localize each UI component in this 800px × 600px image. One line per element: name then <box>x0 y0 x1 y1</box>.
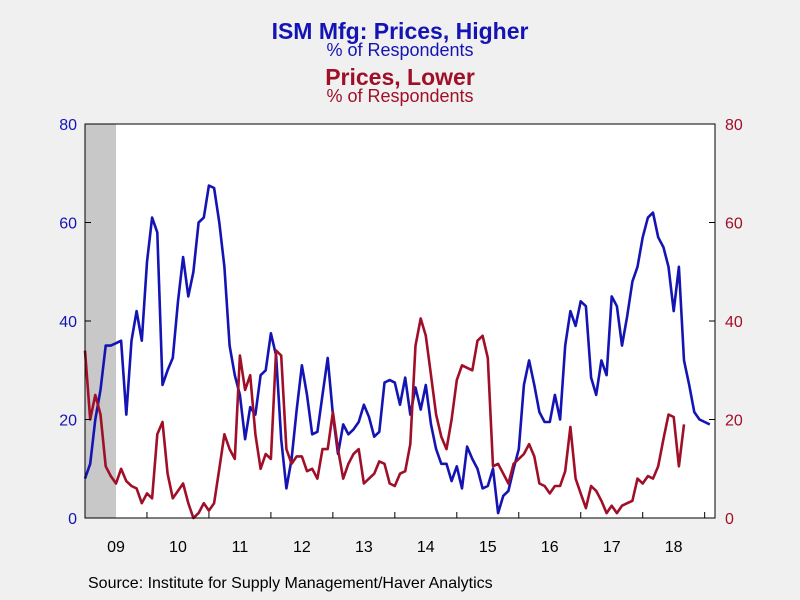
right-axis-tick-label: 40 <box>725 314 743 331</box>
left-axis-tick-label: 80 <box>59 117 77 134</box>
right-axis-tick-label: 80 <box>725 117 743 134</box>
right-axis-tick-label: 60 <box>725 216 743 233</box>
x-axis-year-label: 12 <box>293 539 311 556</box>
left-axis-tick-label: 60 <box>59 216 77 233</box>
source-note: Source: Institute for Supply Management/… <box>88 575 493 592</box>
right-axis-tick-label: 20 <box>725 413 743 430</box>
left-axis-subtitle: % of Respondents <box>326 40 474 60</box>
left-axis-title: ISM Mfg: Prices, Higher <box>271 18 529 44</box>
x-axis-year-label: 13 <box>355 539 373 556</box>
right-axis-subtitle: % of Respondents <box>326 86 474 106</box>
x-axis-year-label: 11 <box>232 539 249 556</box>
series-line-prices-higher <box>83 184 711 515</box>
x-axis-year-label: 10 <box>169 539 187 556</box>
x-axis-year-label: 17 <box>603 539 621 556</box>
x-axis-year-label: 09 <box>107 539 125 556</box>
x-axis-year-label: 14 <box>417 539 435 556</box>
right-axis-tick-label: 0 <box>725 511 734 528</box>
left-axis-tick-label: 40 <box>59 314 77 331</box>
left-axis-tick-label: 20 <box>59 413 77 430</box>
series-line-prices-lower <box>83 317 686 520</box>
plot-area <box>85 124 715 518</box>
x-axis-year-label: 15 <box>479 539 497 556</box>
left-axis-tick-label: 0 <box>68 511 77 528</box>
x-axis-year-label: 18 <box>665 539 683 556</box>
x-axis-year-label: 16 <box>541 539 559 556</box>
right-axis-title: Prices, Lower <box>325 64 475 90</box>
